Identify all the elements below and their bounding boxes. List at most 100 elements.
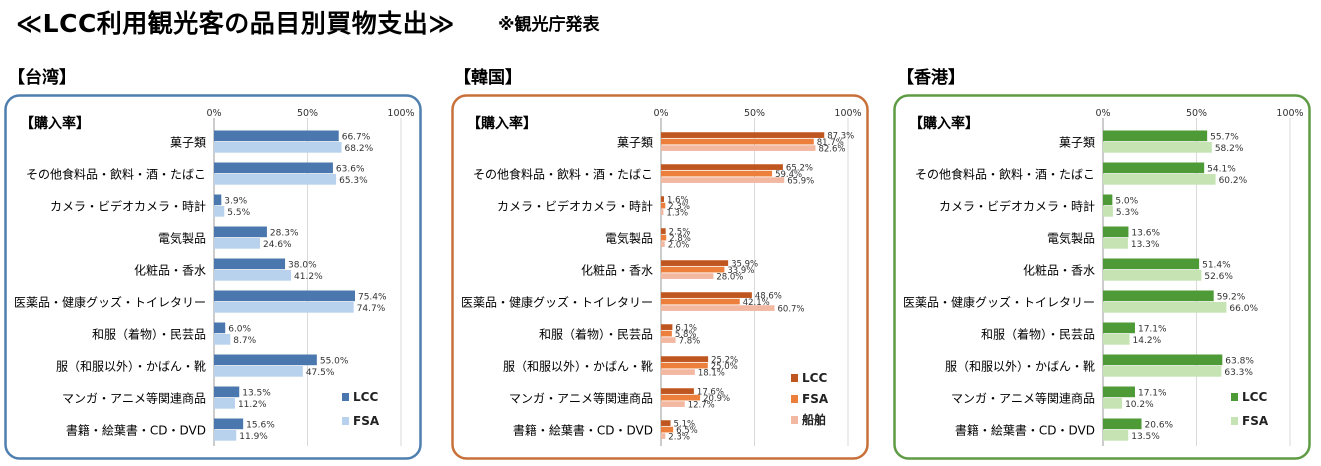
region-label-korea: 【韓国】 (454, 68, 522, 88)
data-label: 6.1% (675, 324, 697, 334)
data-label: 5.3% (1116, 208, 1139, 218)
data-label: 63.8% (1225, 356, 1254, 366)
data-label: 18.1% (698, 369, 725, 379)
legend-label-1: LCC (1242, 390, 1267, 404)
legend-label-3: 船舶 (802, 412, 826, 427)
data-label: 66.0% (1229, 304, 1258, 314)
bar-fsa (1103, 142, 1212, 153)
data-label: 68.2% (345, 144, 374, 154)
bar-船舶 (661, 177, 785, 183)
bar-fsa (661, 138, 814, 145)
bar-fsa (214, 206, 225, 217)
x-tick-label-2: 50% (1186, 108, 1207, 119)
page-title: ≪LCC利用観光客の品目別買物支出≫ (16, 9, 455, 38)
x-tick-label-3: 100% (1276, 108, 1303, 119)
category-label: 和服（着物）・民芸品 (981, 327, 1095, 342)
bar-船舶 (661, 209, 664, 215)
data-label: 28.0% (716, 273, 743, 283)
x-tick-label-3: 100% (834, 108, 861, 119)
category-label: マンガ・アニメ等関連商品 (951, 391, 1095, 406)
data-label: 75.4% (358, 292, 387, 302)
region-label-hongkong: 【香港】 (897, 68, 965, 88)
category-label: 医薬品・健康グッズ・トイレタリー (461, 295, 653, 310)
chart-frame (4, 94, 422, 460)
category-label: 電気製品 (158, 231, 206, 246)
data-label: 15.6% (246, 420, 275, 430)
category-label: 化粧品・香水 (134, 264, 206, 278)
bar-lcc (1103, 226, 1129, 238)
bar-fsa (1103, 430, 1129, 441)
x-tick-label-2: 50% (297, 108, 318, 119)
bar-fsa (1103, 238, 1128, 249)
bar-lcc (1103, 162, 1205, 174)
data-label: 25.0% (711, 362, 738, 372)
category-label: 服（和服以外）・かばん・靴 (56, 360, 206, 374)
data-label: 3.9% (224, 196, 247, 206)
bar-fsa (1103, 206, 1113, 217)
category-label: その他食料品・飲料・酒・たばこ (915, 167, 1095, 182)
bar-fsa (661, 298, 740, 305)
bar-lcc (661, 260, 729, 266)
data-label: 58.2% (1215, 144, 1244, 154)
bar-lcc (214, 130, 339, 142)
data-label: 17.1% (1138, 324, 1167, 334)
bar-船舶 (661, 241, 665, 247)
x-tick-label-1: 0% (653, 108, 668, 119)
data-label: 20.9% (703, 394, 730, 404)
bar-船舶 (661, 433, 666, 439)
bar-lcc (214, 386, 240, 398)
bar-船舶 (661, 273, 714, 279)
category-label: マンガ・アニメ等関連商品 (62, 391, 206, 406)
data-label: 2.5% (669, 228, 691, 238)
data-label: 48.6% (755, 292, 782, 302)
data-label: 63.6% (336, 164, 365, 174)
legend-swatch-3 (791, 416, 798, 424)
data-label: 12.7% (688, 401, 715, 411)
data-label: 10.2% (1125, 400, 1154, 410)
category-label: 化粧品・香水 (581, 264, 653, 278)
legend-label-1: LCC (802, 371, 827, 385)
data-label: 24.6% (263, 240, 292, 250)
legend-swatch-1 (1231, 393, 1238, 401)
bar-fsa (1103, 270, 1202, 281)
data-label: 13.5% (242, 388, 271, 398)
data-label: 52.6% (1204, 272, 1233, 282)
data-label: 35.9% (731, 260, 758, 270)
category-label: 書籍・絵葉書・CD・DVD (66, 423, 206, 438)
data-label: 7.8% (679, 337, 701, 347)
category-label: 医薬品・健康グッズ・トイレタリー (14, 295, 206, 310)
legend-swatch-2 (791, 395, 798, 403)
bar-lcc (661, 132, 825, 138)
bar-fsa (1103, 398, 1123, 409)
data-label: 5.1% (674, 420, 696, 430)
category-label: カメラ・ビデオカメラ・時計 (50, 199, 206, 214)
bar-lcc (214, 418, 244, 430)
legend-swatch-2 (342, 417, 349, 425)
bar-fsa (661, 234, 667, 241)
bar-lcc (1103, 386, 1135, 398)
data-label: 6.5% (676, 426, 698, 436)
bar-船舶 (661, 369, 695, 375)
data-label: 59.2% (1217, 292, 1246, 302)
category-label: カメラ・ビデオカメラ・時計 (939, 199, 1095, 214)
data-label: 63.3% (1224, 368, 1253, 378)
category-label: その他食料品・飲料・酒・たばこ (473, 167, 653, 182)
data-label: 14.2% (1133, 336, 1162, 346)
data-label: 82.6% (818, 145, 845, 155)
chart-hongkong: 0% 50% 100% 【購入率】菓子類 55.7% 58.2% その他食料品・飲料・酒・た… (893, 94, 1311, 460)
category-label: 服（和服以外）・かばん・靴 (503, 360, 653, 374)
data-label: 13.6% (1131, 228, 1160, 238)
source-note: ※観光庁発表 (498, 15, 600, 35)
data-label: 20.6% (1145, 420, 1174, 430)
data-label: 6.0% (228, 324, 251, 334)
data-label: 33.9% (727, 266, 754, 276)
bar-fsa (214, 430, 237, 441)
data-label: 2.8% (669, 234, 691, 244)
data-label: 11.9% (239, 432, 268, 442)
data-label: 2.0% (668, 241, 690, 251)
data-label: 55.7% (1210, 132, 1239, 142)
bar-fsa (214, 398, 235, 409)
bar-lcc (661, 228, 666, 234)
bar-lcc (1103, 322, 1135, 334)
